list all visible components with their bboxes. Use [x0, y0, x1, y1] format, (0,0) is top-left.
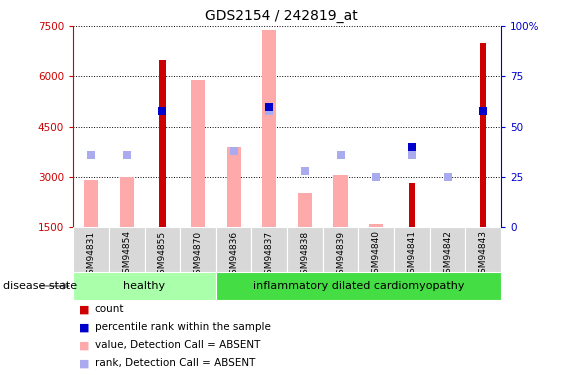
Bar [466, 227, 501, 272]
Text: inflammatory dilated cardiomyopathy: inflammatory dilated cardiomyopathy [253, 281, 464, 291]
Bar [252, 227, 287, 272]
Bar [216, 227, 252, 272]
Bar [333, 175, 348, 227]
Bar [145, 227, 180, 272]
Bar [262, 30, 276, 227]
Text: GSM94855: GSM94855 [158, 231, 167, 280]
Text: ■: ■ [79, 340, 90, 350]
Bar [359, 227, 394, 272]
Bar [409, 183, 415, 227]
Bar [369, 224, 383, 227]
Text: GSM94841: GSM94841 [408, 231, 417, 279]
Bar [394, 227, 430, 272]
Bar [73, 272, 216, 300]
Text: count: count [95, 304, 124, 314]
Text: ■: ■ [79, 322, 90, 332]
Bar [430, 227, 466, 272]
Text: GSM94836: GSM94836 [229, 231, 238, 280]
Text: GSM94839: GSM94839 [336, 231, 345, 280]
Text: GSM94831: GSM94831 [87, 231, 96, 280]
Text: GDS2154 / 242819_at: GDS2154 / 242819_at [205, 9, 358, 23]
Bar [216, 272, 501, 300]
Text: rank, Detection Call = ABSENT: rank, Detection Call = ABSENT [95, 358, 255, 368]
Bar [298, 194, 312, 227]
Text: GSM94840: GSM94840 [372, 231, 381, 279]
Text: percentile rank within the sample: percentile rank within the sample [95, 322, 270, 332]
Bar [287, 227, 323, 272]
Text: ■: ■ [79, 358, 90, 368]
Bar [480, 43, 486, 227]
Text: GSM94854: GSM94854 [122, 231, 131, 279]
Bar [180, 227, 216, 272]
Text: ■: ■ [79, 304, 90, 314]
Text: GSM94838: GSM94838 [301, 231, 310, 280]
Bar [73, 227, 109, 272]
Bar [119, 177, 134, 227]
Bar [159, 60, 166, 227]
Text: GSM94843: GSM94843 [479, 231, 488, 279]
Bar [440, 227, 455, 228]
Text: value, Detection Call = ABSENT: value, Detection Call = ABSENT [95, 340, 260, 350]
Text: GSM94842: GSM94842 [443, 231, 452, 279]
Bar [191, 80, 205, 227]
Bar [323, 227, 359, 272]
Bar [226, 147, 241, 227]
Text: healthy: healthy [123, 281, 166, 291]
Text: GSM94837: GSM94837 [265, 231, 274, 280]
Bar [84, 180, 98, 227]
Bar [109, 227, 145, 272]
Text: GSM94870: GSM94870 [194, 231, 203, 280]
Text: disease state: disease state [3, 281, 77, 291]
